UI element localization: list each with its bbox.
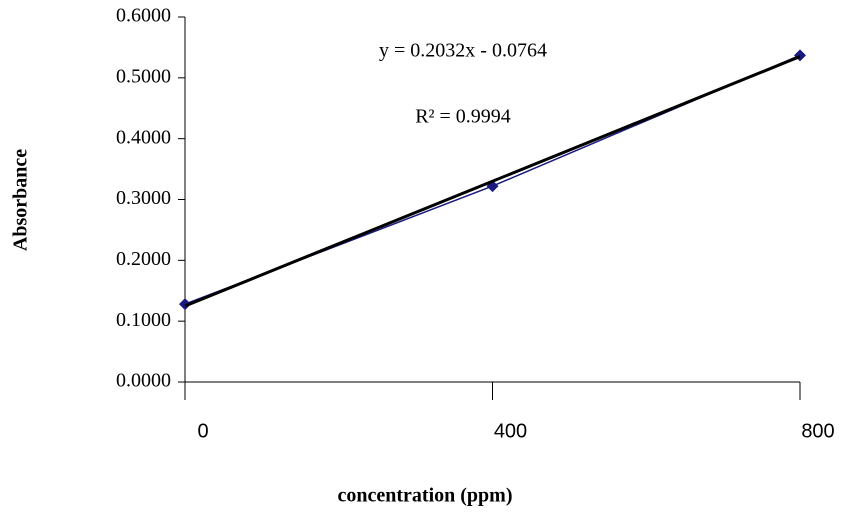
x-axis-title: concentration (ppm) [338,485,513,507]
y-tick-label: 0.3000 [116,187,171,209]
trend-line [184,55,801,308]
marker [179,298,191,311]
x-tick-label: 400 [494,420,527,442]
r-squared: R² = 0.9994 [415,106,511,128]
y-tick-label: 0.5000 [116,65,171,87]
y-tick-label: 0.1000 [116,309,171,331]
y-tick-label: 0.0000 [116,370,171,392]
equation: y = 0.2032x - 0.0764 [379,40,547,62]
y-tick-label: 0.4000 [116,126,171,148]
x-tick-label: 0 [197,420,208,442]
y-axis-title: Absorbance [10,149,32,251]
y-tick-label: 0.2000 [116,248,171,270]
y-tick-label: 0.6000 [116,5,171,27]
x-tick-label: 800 [801,420,834,442]
